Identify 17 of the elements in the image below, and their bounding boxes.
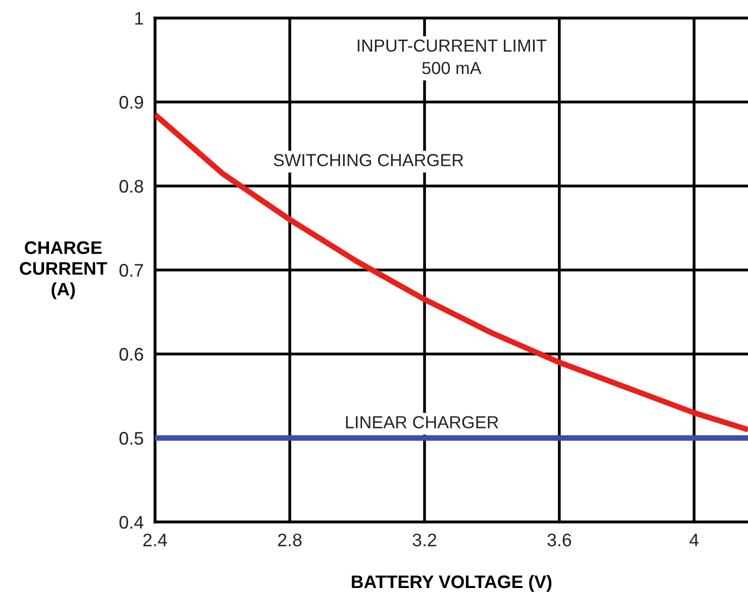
x-tick-label: 4 — [689, 534, 699, 546]
y-tick-label: 0.4 — [119, 516, 144, 529]
x-tick-label: 3.2 — [412, 534, 436, 546]
annotation: INPUT-CURRENT LIMIT 500 mA — [358, 39, 546, 74]
x-tick-label: 3.6 — [547, 534, 572, 546]
y-tick-label: 0.7 — [119, 264, 143, 277]
y-tick-label: 0.9 — [119, 96, 144, 109]
y-axis-title: CHARGE CURRENT (A) — [20, 241, 108, 300]
x-tick-label: 2.8 — [278, 534, 302, 546]
y-tick-label: 0.6 — [119, 348, 144, 361]
series-label: LINEAR CHARGER — [346, 416, 498, 428]
text: SWITCHING CHARGER — [274, 154, 464, 166]
y-tick-label: 1 — [135, 12, 144, 25]
y-tick-label: 0.5 — [119, 432, 144, 445]
x-tick-label: 2.4 — [143, 534, 168, 546]
x-axis-title: BATTERY VOLTAGE (V) — [352, 574, 552, 592]
y-tick-label: 0.8 — [119, 180, 144, 193]
